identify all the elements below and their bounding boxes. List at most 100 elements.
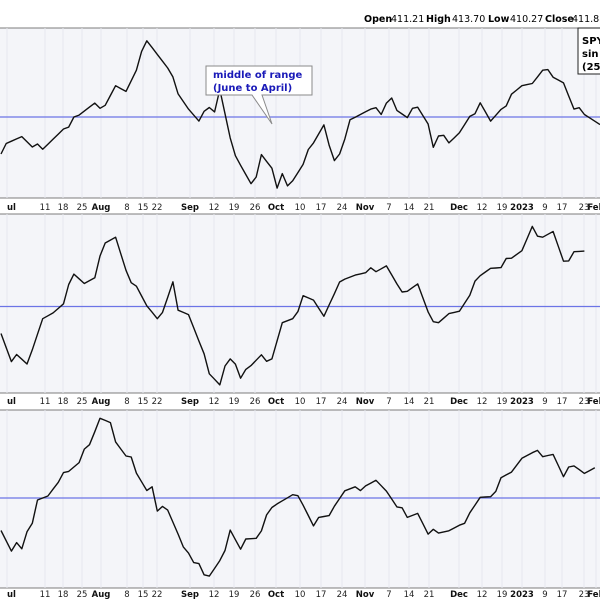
x-tick-label: Nov: [356, 203, 375, 213]
x-tick-label: 23: [579, 203, 590, 213]
x-tick-label: 12: [209, 203, 220, 213]
x-tick-label: Nov: [356, 397, 375, 407]
panels-layer: ul 11 18 25 Aug 8 15 22 Sep 12 19 26 Oct 10 17 24 Nov 7 14…: [0, 27, 600, 600]
x-tick-label: Aug: [92, 203, 111, 213]
x-tick-label: 8: [124, 203, 129, 213]
x-tick-label: Dec: [450, 203, 468, 213]
corner-box: [577, 27, 600, 75]
x-tick-label: 17: [316, 203, 327, 213]
x-tick-label: 24: [337, 203, 348, 213]
middle-of-range-callout: middle of range (June to April): [205, 65, 313, 125]
callout-box: [205, 65, 313, 125]
x-tick-label: 19: [229, 590, 240, 600]
x-tick-label: 17: [557, 590, 568, 600]
x-tick-label: ul: [7, 203, 16, 213]
x-tick-label: 26: [250, 590, 261, 600]
x-tick-label: 10: [295, 397, 306, 407]
x-tick-label: 18: [58, 203, 69, 213]
x-tick-label: 19: [497, 397, 508, 407]
open-label: Open: [364, 14, 392, 25]
x-tick-label: 18: [58, 590, 69, 600]
x-tick-label: 25: [77, 590, 88, 600]
x-tick-label: Feb: [587, 590, 600, 600]
x-tick-label: Oct: [268, 590, 284, 600]
x-tick-label: Aug: [92, 397, 111, 407]
high-label: High: [426, 14, 451, 25]
x-tick-label: 17: [557, 203, 568, 213]
x-tick-label: 21: [424, 590, 435, 600]
x-tick-label: Sep: [181, 203, 199, 213]
x-tick-label: 17: [557, 397, 568, 407]
x-tick-label: 25: [77, 397, 88, 407]
chart-panel-1: ul 11 18 25 Aug 8 15 22 Sep 12 19 26 Oct 10 17 24 Nov 7 14…: [0, 27, 600, 213]
x-tick-label: 19: [497, 590, 508, 600]
chart-panel-3: ul 11 18 25 Aug 8 15 22 Sep 12 19 26 Oct 10 17 24 Nov 7 14…: [0, 409, 600, 600]
x-tick-label: 12: [477, 397, 488, 407]
x-tick-label: 24: [337, 590, 348, 600]
x-tick-label: 7: [386, 397, 391, 407]
x-tick-label: 26: [250, 397, 261, 407]
price-line-series: [0, 417, 596, 577]
x-tick-label: 22: [152, 203, 163, 213]
ohlc-header: Open 411.21 High 413.70 Low 410.27 Close…: [364, 14, 600, 25]
low-label: Low: [488, 14, 510, 25]
x-tick-label: 9: [542, 590, 547, 600]
x-tick-label: 15: [138, 590, 149, 600]
x-tick-label: 22: [152, 590, 163, 600]
x-tick-label: 21: [424, 397, 435, 407]
x-tick-label: Nov: [356, 590, 375, 600]
high-value: 413.70: [452, 14, 485, 25]
x-tick-label: 19: [229, 397, 240, 407]
x-tick-label: 2023: [510, 397, 534, 407]
x-tick-label: 8: [124, 590, 129, 600]
x-tick-label: 11: [40, 590, 51, 600]
open-value: 411.21: [391, 14, 424, 25]
x-tick-label: 11: [40, 203, 51, 213]
corner-line2: sin: [582, 49, 599, 60]
x-tick-label: Dec: [450, 397, 468, 407]
x-tick-label: 12: [477, 590, 488, 600]
x-tick-label: ul: [7, 397, 16, 407]
x-tick-label: Aug: [92, 590, 111, 600]
x-tick-label: 14: [404, 203, 415, 213]
x-tick-label: 15: [138, 397, 149, 407]
x-tick-label: 12: [209, 397, 220, 407]
x-tick-label: 7: [386, 590, 391, 600]
x-tick-label: 10: [295, 590, 306, 600]
x-tick-label: 12: [477, 203, 488, 213]
x-tick-label: 15: [138, 203, 149, 213]
x-tick-label: 11: [40, 397, 51, 407]
x-tick-label: Oct: [268, 397, 284, 407]
x-tick-label: 22: [152, 397, 163, 407]
x-tick-label: 17: [316, 590, 327, 600]
x-tick-label: Feb: [587, 203, 600, 213]
x-tick-label: 12: [209, 590, 220, 600]
callout-line2: (June to April): [213, 83, 292, 94]
price-line-series: [0, 40, 600, 189]
x-tick-label: 25: [77, 203, 88, 213]
close-value: 411.88: [572, 14, 600, 25]
x-tick-label: 18: [58, 397, 69, 407]
x-tick-label: 21: [424, 203, 435, 213]
x-tick-label: 24: [337, 397, 348, 407]
x-tick-label: Dec: [450, 590, 468, 600]
price-line-series: [0, 225, 585, 386]
x-tick-label: 7: [386, 203, 391, 213]
close-label: Close: [545, 14, 574, 25]
x-tick-label: 14: [404, 590, 415, 600]
x-tick-label: 2023: [510, 203, 534, 213]
x-tick-label: 9: [542, 203, 547, 213]
corner-line1: SPY: [582, 36, 600, 47]
chart-panel-2: ul 11 18 25 Aug 8 15 22 Sep 12 19 26 Oct 10 17 24 Nov 7 14…: [0, 213, 600, 407]
x-tick-label: Sep: [181, 590, 199, 600]
corner-annotation: SPY sin (25: [577, 27, 600, 75]
x-tick-label: 19: [497, 203, 508, 213]
x-tick-label: 9: [542, 397, 547, 407]
x-tick-label: ul: [7, 590, 16, 600]
x-tick-label: 2023: [510, 590, 534, 600]
x-tick-label: Oct: [268, 203, 284, 213]
callout-line1: middle of range: [213, 70, 303, 81]
x-tick-label: 23: [579, 397, 590, 407]
x-tick-label: 17: [316, 397, 327, 407]
